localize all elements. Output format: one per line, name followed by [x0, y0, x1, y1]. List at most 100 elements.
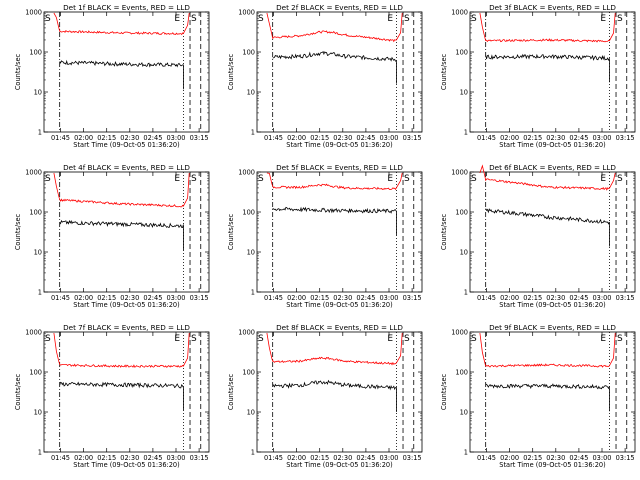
chart-title: Det 5f BLACK = Events, RED = LLD [276, 163, 403, 172]
x-tick-label: 03:15 [403, 134, 422, 142]
y-axis-label: Counts/sec [14, 213, 22, 250]
lld-series-line [53, 12, 190, 36]
x-tick-label: 02:45 [356, 454, 375, 462]
marker-label-S: S [404, 334, 410, 344]
marker-label-E: E [387, 174, 393, 184]
x-tick-label: 03:15 [616, 294, 635, 302]
marker-label-S: S [191, 334, 197, 344]
x-tick-label: 02:45 [569, 294, 588, 302]
x-tick-label: 01:45 [51, 454, 70, 462]
events-series-line [485, 208, 610, 247]
y-axis-label: Counts/sec [440, 373, 448, 410]
marker-label-S: S [191, 174, 197, 184]
chart-title: Det 7f BLACK = Events, RED = LLD [63, 323, 190, 332]
y-tick-label: 1000 [238, 8, 255, 16]
chart-title: Det 9f BLACK = Events, RED = LLD [489, 323, 616, 332]
lld-series-line [479, 12, 616, 43]
y-tick-label: 100 [242, 208, 255, 216]
x-axis-label: Start Time (09-Oct-05 01:36:20) [286, 141, 392, 149]
x-axis-label: Start Time (09-Oct-05 01:36:20) [499, 141, 605, 149]
y-tick-label: 1 [464, 448, 468, 456]
x-tick-label: 03:00 [592, 294, 611, 302]
chart-title: Det 3f BLACK = Events, RED = LLD [489, 3, 616, 12]
plot-frame [43, 171, 210, 293]
y-tick-label: 1000 [451, 168, 468, 176]
marker-label-S: S [404, 14, 410, 24]
plot-frame [469, 11, 636, 133]
plot-frame [43, 331, 210, 453]
marker-label-S: S [404, 174, 410, 184]
x-tick-label: 02:15 [310, 134, 329, 142]
marker-label-S: S [258, 14, 264, 24]
x-tick-label: 02:30 [546, 134, 565, 142]
lld-series-line [266, 332, 403, 366]
marker-label-S: S [45, 334, 51, 344]
x-tick-label: 02:45 [569, 454, 588, 462]
chart-title: Det 8f BLACK = Events, RED = LLD [276, 323, 403, 332]
plot-frame [256, 171, 423, 293]
chart-panel-6: Det 6f BLACK = Events, RED = LLD 1 10 100 10… [440, 163, 636, 309]
x-tick-label: 02:00 [287, 134, 306, 142]
marker-label-S: S [45, 174, 51, 184]
x-tick-label: 01:45 [264, 134, 283, 142]
x-axis-label: Start Time (09-Oct-05 01:36:20) [73, 461, 179, 469]
marker-label-S: S [45, 14, 51, 24]
marker-label-S: S [471, 14, 477, 24]
marker-label-S: S [471, 174, 477, 184]
y-tick-label: 10 [460, 248, 468, 256]
y-tick-label: 1 [251, 128, 255, 136]
y-tick-label: 1 [38, 288, 42, 296]
plot-frame [256, 11, 423, 133]
x-tick-label: 03:15 [616, 454, 635, 462]
x-tick-label: 02:30 [120, 454, 139, 462]
y-tick-label: 100 [29, 48, 42, 56]
x-tick-label: 02:45 [356, 134, 375, 142]
x-tick-label: 03:00 [166, 294, 185, 302]
y-tick-label: 1000 [25, 328, 42, 336]
x-tick-label: 02:15 [310, 294, 329, 302]
chart-title: Det 4f BLACK = Events, RED = LLD [63, 163, 190, 172]
marker-label-S: S [617, 174, 623, 184]
marker-label-S: S [471, 334, 477, 344]
x-tick-label: 01:45 [264, 294, 283, 302]
events-series-line [272, 379, 397, 412]
x-tick-label: 02:45 [143, 454, 162, 462]
x-tick-label: 03:00 [592, 454, 611, 462]
marker-label-S: S [191, 14, 197, 24]
chart-panel-3: Det 3f BLACK = Events, RED = LLD 1 10 100 10… [440, 3, 636, 149]
x-tick-label: 01:45 [477, 294, 496, 302]
x-tick-label: 02:30 [120, 294, 139, 302]
plot-frame [469, 171, 636, 293]
x-tick-label: 03:15 [403, 294, 422, 302]
y-tick-label: 1 [38, 448, 42, 456]
x-tick-label: 01:45 [477, 454, 496, 462]
marker-label-E: E [600, 14, 606, 24]
y-tick-label: 1 [464, 128, 468, 136]
chart-title: Det 6f BLACK = Events, RED = LLD [489, 163, 616, 172]
x-tick-label: 01:45 [51, 294, 70, 302]
x-tick-label: 02:00 [287, 454, 306, 462]
x-axis-label: Start Time (09-Oct-05 01:36:20) [499, 461, 605, 469]
x-tick-label: 01:45 [51, 134, 70, 142]
y-tick-label: 100 [455, 48, 468, 56]
x-tick-label: 02:00 [500, 454, 519, 462]
y-tick-label: 1 [251, 288, 255, 296]
x-tick-label: 02:30 [333, 454, 352, 462]
events-series-line [485, 53, 610, 83]
marker-label-E: E [387, 14, 393, 24]
x-tick-label: 02:30 [546, 294, 565, 302]
x-tick-label: 03:00 [379, 134, 398, 142]
y-tick-label: 10 [460, 408, 468, 416]
x-tick-label: 03:00 [379, 454, 398, 462]
x-tick-label: 03:00 [166, 454, 185, 462]
plot-frame [256, 331, 423, 453]
marker-label-S: S [258, 174, 264, 184]
y-tick-label: 100 [455, 368, 468, 376]
y-axis-label: Counts/sec [14, 53, 22, 90]
y-axis-label: Counts/sec [227, 373, 235, 410]
y-tick-label: 100 [29, 368, 42, 376]
y-tick-label: 1000 [25, 168, 42, 176]
y-tick-label: 10 [460, 88, 468, 96]
y-tick-label: 10 [34, 88, 42, 96]
